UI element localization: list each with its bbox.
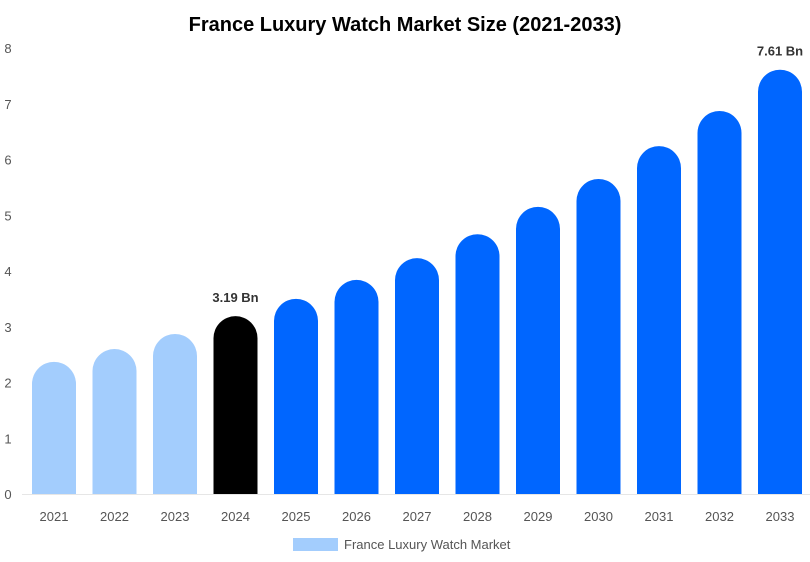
x-tick-label: 2033 xyxy=(766,509,795,524)
x-tick-label: 2027 xyxy=(403,509,432,524)
y-axis: 0 1 2 3 4 5 6 7 8 xyxy=(4,41,810,502)
data-labels: 3.19 Bn 7.61 Bn xyxy=(212,44,803,305)
bar-2023[interactable] xyxy=(153,333,197,494)
y-tick-label: 6 xyxy=(4,153,11,168)
bar-2022[interactable] xyxy=(92,349,137,494)
data-label: 7.61 Bn xyxy=(757,44,803,59)
x-tick-label: 2031 xyxy=(645,509,674,524)
y-tick-label: 4 xyxy=(4,264,11,279)
bar-2030[interactable] xyxy=(576,179,621,494)
y-tick-label: 3 xyxy=(4,320,11,335)
legend[interactable]: France Luxury Watch Market xyxy=(293,537,511,552)
bars xyxy=(32,69,802,495)
y-tick-label: 0 xyxy=(4,487,11,502)
bar-2033[interactable] xyxy=(758,69,802,495)
x-tick-label: 2023 xyxy=(161,509,190,524)
legend-swatch xyxy=(293,538,338,551)
x-tick-label: 2021 xyxy=(40,509,69,524)
y-tick-label: 7 xyxy=(4,97,11,112)
x-tick-label: 2032 xyxy=(705,509,734,524)
bar-2026[interactable] xyxy=(334,279,379,494)
data-label: 3.19 Bn xyxy=(212,290,258,305)
x-tick-label: 2022 xyxy=(100,509,129,524)
y-tick-label: 8 xyxy=(4,41,11,56)
y-tick-label: 5 xyxy=(4,208,11,223)
bar-2021[interactable] xyxy=(32,361,76,494)
x-tick-label: 2025 xyxy=(282,509,311,524)
bar-2028[interactable] xyxy=(455,234,500,494)
y-tick-label: 1 xyxy=(4,431,11,446)
bar-2032[interactable] xyxy=(697,110,742,495)
bar-2024[interactable] xyxy=(213,316,258,494)
x-tick-label: 2024 xyxy=(221,509,250,524)
x-tick-label: 2028 xyxy=(463,509,492,524)
x-tick-label: 2026 xyxy=(342,509,371,524)
chart-title: France Luxury Watch Market Size (2021-20… xyxy=(189,14,622,36)
bar-2031[interactable] xyxy=(637,146,681,494)
bar-2025[interactable] xyxy=(274,298,318,494)
x-tick-label: 2030 xyxy=(584,509,613,524)
bar-2027[interactable] xyxy=(395,258,439,494)
legend-label: France Luxury Watch Market xyxy=(344,537,511,552)
x-tick-label: 2029 xyxy=(524,509,553,524)
bar-2029[interactable] xyxy=(516,206,560,494)
y-tick-label: 2 xyxy=(4,376,11,391)
x-axis: 2021 2022 2023 2024 2025 2026 2027 2028 2029 2030… xyxy=(40,509,795,524)
